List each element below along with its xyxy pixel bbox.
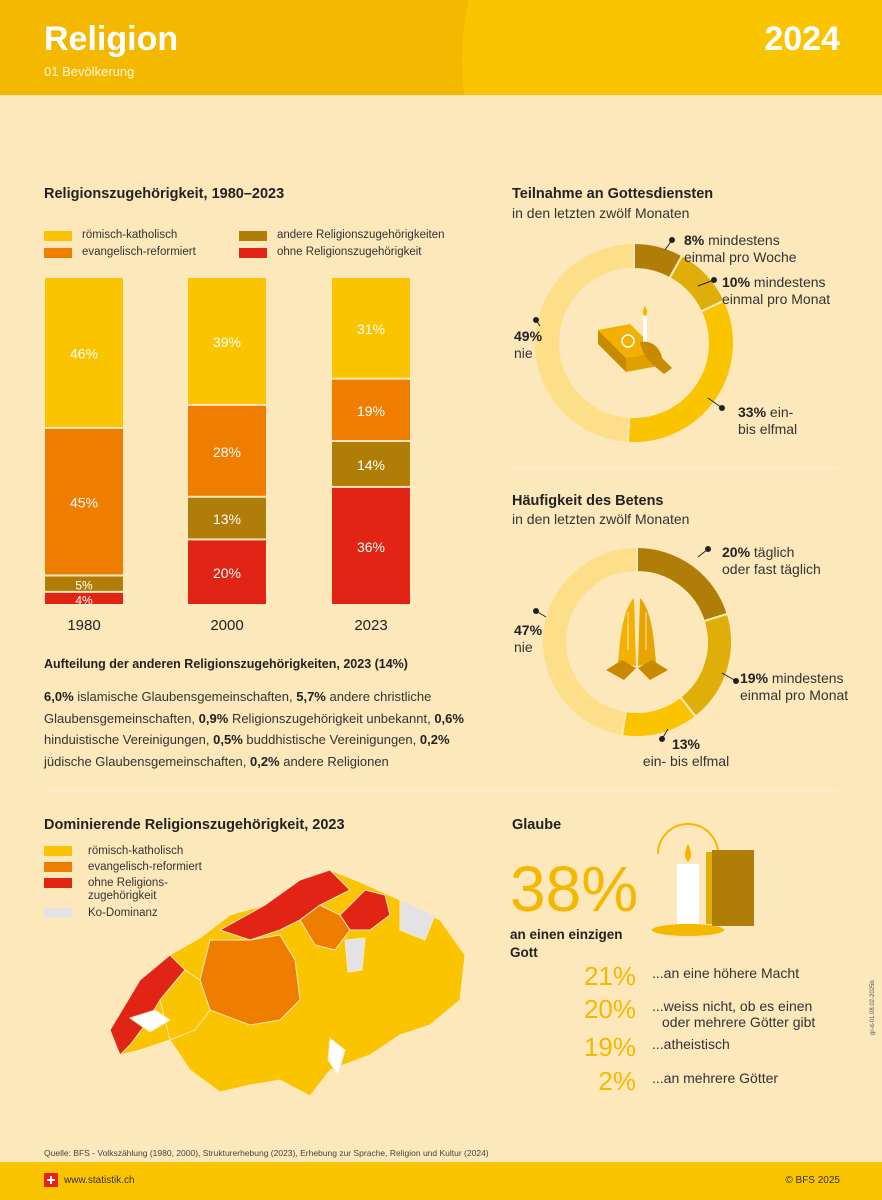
glaube-row-weiss-nicht: 20% ...weiss nicht, ob es einen oder mehre… [583, 994, 816, 1030]
gd-label-elfmal: 33% ein-bis elfmal [738, 404, 798, 437]
page-subtitle: 01 Bevölkerung [44, 64, 135, 79]
breakdown-title: Aufteilung der anderen Religionszugehöri… [44, 657, 408, 671]
map-title: Dominierende Religionszugehörigkeit, 202… [44, 817, 345, 833]
breakdown-label-3: hinduistische Vereinigungen, [44, 732, 210, 747]
bar-label-1980-0: 46% [70, 345, 98, 361]
glaube-main-pct: 38% [510, 853, 639, 925]
divider-horizontal [44, 790, 838, 791]
breakdown-label-5: jüdische Glaubensgemeinschaften, [44, 753, 247, 769]
breakdown-label-6: andere Religionen [283, 753, 389, 769]
breakdown-pct-3: 0,6% [434, 710, 464, 726]
bar-2023-series-2 [332, 442, 410, 486]
bar-label-2023-0: 31% [357, 321, 385, 337]
gottesdienst-title: Teilnahme an Gottesdiensten [512, 186, 714, 202]
donut1-slice-3 [533, 241, 635, 444]
breakdown-pct-1: 5,7% [296, 689, 326, 704]
breakdown-label-1: andere christliche Glaubensgemeinschafte… [44, 689, 432, 726]
bar-label-1980-2: 5% [75, 579, 93, 593]
header-banner: Religion 01 Bevölkerung 2024 [0, 0, 882, 95]
bar-2000-series-0 [188, 278, 266, 404]
praying-hands-icon [606, 598, 668, 680]
bar-1980-series-3 [45, 592, 123, 604]
divider-right-1 [512, 468, 838, 469]
bar-label-2023-1: 19% [357, 403, 385, 419]
category-label-2000: 2000 [210, 617, 243, 634]
breakdown-pct-2: 0,9% [198, 710, 229, 726]
candle-book-icon [652, 823, 754, 936]
bible-candle-icon [598, 306, 672, 374]
breakdown-pct-0: 6,0% [44, 689, 74, 704]
bar-1980-series-2 [45, 576, 123, 591]
glaube-row-mehrere-goetter: 2% ...an mehrere Götter [598, 1066, 779, 1096]
breakdown-label-0: islamische Glaubensgemeinschaften, [77, 689, 293, 704]
swiss-flag-icon [44, 1173, 58, 1187]
glaube-row-atheistisch: 19% ...atheistisch [583, 1032, 730, 1062]
bar-2000-series-3 [188, 540, 266, 604]
switzerland-map [109, 869, 466, 1097]
stacked-bar-chart: 46% 45% 5%4% 1980 39% 28% 13% 20% 2000 31% 19% 14% 3… [45, 278, 410, 634]
bar-label-2023-2: 14% [357, 457, 385, 473]
breakdown-label-2: Religionszugehörigkeit unbekannt, [231, 710, 431, 726]
bar-2023-series-1 [332, 379, 410, 440]
breakdown-pct-6: 0,2% [249, 753, 280, 769]
bet-label-monat: 19% mindestens einmal pro Monat [740, 670, 849, 703]
bar-label-2000-2: 13% [213, 511, 241, 527]
donut2-slice-3 [541, 545, 638, 737]
glaube-row-hoehere-macht: 21% ...an eine höhere Macht [583, 961, 800, 991]
bar-label-2023-3: 36% [357, 539, 385, 555]
bet-label-taeglich: 20% täglich oder fast täglich [722, 544, 821, 577]
bar-label-2000-1: 28% [213, 444, 241, 460]
donut2-leaders-dot-2 [659, 736, 665, 742]
source-note: Quelle: BFS - Volkszählung (1980, 2000),… [44, 1148, 489, 1158]
bar-2000-series-2 [188, 497, 266, 539]
bar-label-2000-0: 39% [213, 334, 241, 350]
gottesdienst-leader-lines [533, 237, 725, 411]
gd-label-monat: 10% mindestens einmal pro Monat [722, 274, 831, 307]
donut2-leaders-dot-3 [533, 608, 539, 614]
gd-label-woche: 8% mindestens einmal pro Woche [684, 232, 797, 265]
bet-label-elfmal: 13% ein- bis elfmal [642, 736, 730, 769]
bar-2023-series-0 [332, 278, 410, 378]
donut1-leaders-dot-2 [719, 405, 725, 411]
page-title: Religion [44, 20, 179, 58]
bar-1980-series-0 [45, 278, 123, 427]
website-link[interactable]: www.statistik.ch [64, 1175, 135, 1186]
glaube-main-label: an einen einzigen Gott [510, 927, 623, 960]
graphic-code: gr-d-01.08.02-2025b [870, 980, 876, 1035]
donut1-leaders-dot-0 [669, 237, 675, 243]
gottesdienst-donut [533, 241, 735, 444]
breakdown-pct-4: 0,5% [213, 732, 243, 747]
beten-subtitle: in den letzten zwölf Monaten [512, 511, 690, 527]
category-label-2023: 2023 [354, 617, 387, 634]
beten-title: Häufigkeit des Betens [512, 493, 664, 509]
stacked-chart-title: Religionszugehörigkeit, 1980–2023 [44, 186, 285, 202]
gd-label-nie: 49% nie [514, 328, 543, 361]
bar-2000-series-1 [188, 405, 266, 496]
header-decoration [462, 0, 882, 95]
page-year: 2024 [764, 20, 840, 58]
gottesdienst-subtitle: in den letzten zwölf Monaten [512, 205, 690, 221]
bet-label-nie: 47% nie [514, 622, 543, 655]
donut2-leaders-dot-0 [705, 546, 711, 552]
bar-label-2000-3: 20% [213, 565, 241, 581]
bar-label-1980-1: 45% [70, 495, 98, 511]
glaube-title: Glaube [512, 817, 562, 833]
bar-2023-series-3 [332, 487, 410, 604]
breakdown-pct-5: 0,2% [419, 732, 450, 747]
copyright: © BFS 2025 [785, 1175, 840, 1186]
category-label-1980: 1980 [67, 617, 100, 634]
breakdown-label-4: buddhistische Vereinigungen, [246, 732, 417, 747]
donut1-leaders-dot-1 [711, 277, 717, 283]
beten-donut [541, 545, 733, 738]
donut2-leaders-dot-1 [733, 678, 739, 684]
breakdown-text: 6,0% islamische Glaubensgemeinschaften, … [44, 686, 464, 772]
bar-1980-series-1 [45, 428, 123, 575]
donut1-leaders-dot-3 [533, 317, 539, 323]
bar-label-1980-3: 4% [75, 593, 93, 607]
footer-bar: www.statistik.ch © BFS 2025 [0, 1162, 882, 1200]
beten-leader-lines [533, 546, 739, 742]
